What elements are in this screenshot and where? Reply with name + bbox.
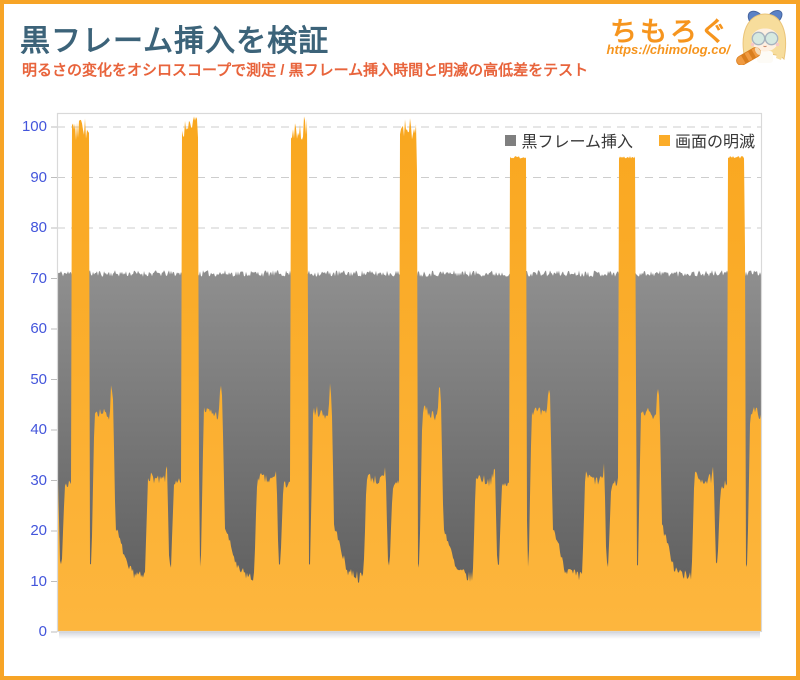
y-axis-tick-label: 100 — [21, 118, 47, 135]
chart-plot-area: 0 10 20 30 40 50 60 70 80 90 100 黒フレーム挿入 画面の明滅 — [22, 112, 763, 640]
legend-item-bfi: 黒フレーム挿入 — [505, 128, 633, 152]
y-axis-tick-label: 40 — [30, 421, 47, 438]
page-title: 黒フレーム挿入を検証 — [20, 25, 330, 58]
y-axis-tick-label: 50 — [30, 370, 47, 388]
chart-legend: 黒フレーム挿入 画面の明滅 — [505, 128, 755, 152]
y-axis-tick-label: 90 — [30, 168, 47, 186]
site-logo[interactable]: ちもろぐ https://chimolog.co/ — [574, 6, 794, 70]
y-axis-tick-label: 30 — [30, 471, 47, 489]
legend-swatch-orange — [658, 134, 670, 146]
y-axis-tick-label: 70 — [30, 269, 47, 287]
legend-swatch-gray — [505, 134, 517, 146]
y-axis-tick-label: 10 — [30, 572, 47, 590]
y-axis-tick-label: 20 — [30, 522, 47, 539]
site-logo-url: https://chimolog.co/ — [606, 42, 731, 57]
site-logo-text: ちもろぐ — [610, 17, 730, 47]
page-subtitle: 明るさの変化をオシロスコープで測定 / 黒フレーム挿入時間と明滅の高低差をテスト — [22, 62, 589, 79]
y-axis-tick-label: 80 — [30, 219, 47, 236]
y-axis-tick-label: 0 — [38, 623, 47, 640]
legend-item-flicker: 画面の明滅 — [658, 128, 755, 152]
y-axis-tick-label: 60 — [30, 320, 47, 337]
legend-label-bfi: 黒フレーム挿入 — [521, 134, 633, 151]
legend-label-flicker: 画面の明滅 — [674, 134, 755, 151]
chart-canvas — [51, 112, 763, 633]
mascot-illustration — [736, 10, 787, 65]
